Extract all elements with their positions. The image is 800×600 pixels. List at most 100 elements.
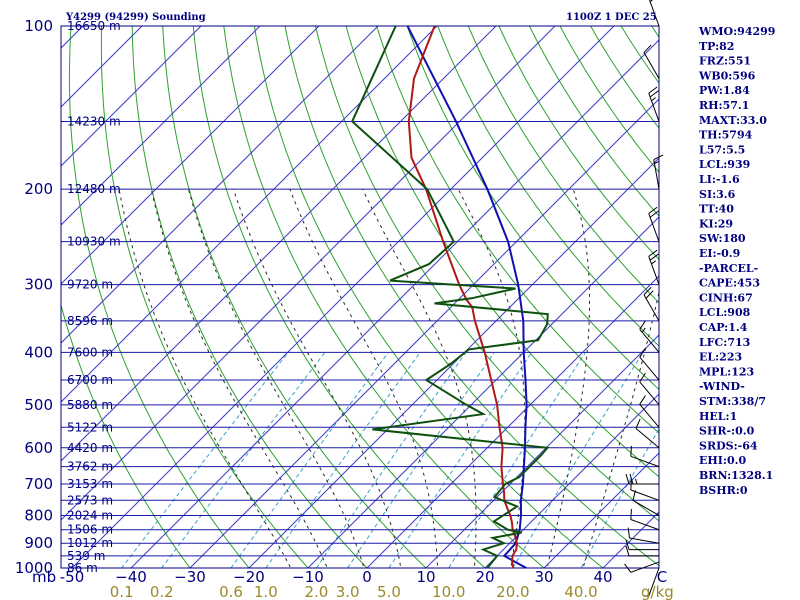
index-value: LCL:908 (699, 306, 751, 319)
wind-barb (643, 286, 660, 322)
mixing-ratio-unit-label: g/kg (641, 583, 674, 600)
pressure-tick-label: 200 (24, 180, 53, 198)
index-value: SHR-:0.0 (699, 425, 755, 438)
height-tick-label: 4420 m (67, 441, 113, 455)
isotherm-line (61, 26, 320, 285)
wind-barb (643, 44, 660, 79)
index-value: TP:82 (699, 40, 734, 53)
wind-barb (632, 490, 660, 516)
mixing-ratio-tick-label: 20.0 (496, 583, 529, 600)
height-labels: 16650 m 14230 m 12480 m 10930 m 9720 m 8596 m… (67, 19, 121, 575)
temperature-tick-label: -50 (60, 568, 85, 586)
wind-barb (635, 418, 660, 449)
index-value: SI:3.6 (699, 188, 736, 201)
temperature-axis-labels: -50 −40 −30 −20 −10 0 10 20 30 40 C (60, 568, 667, 586)
moist-adiabat-line (233, 189, 402, 568)
index-value: TT:40 (699, 203, 734, 216)
isotherm-line (425, 334, 659, 568)
dry-adiabat-line (192, 26, 486, 568)
wind-barb (630, 509, 660, 531)
index-value: STM:338/7 (699, 395, 766, 408)
wind-barb (653, 154, 664, 190)
index-value: L57:5.5 (699, 143, 745, 156)
mixing-ratio-tick-label: 0.6 (219, 583, 243, 600)
height-tick-label: 9720 m (67, 278, 113, 292)
mixing-ratio-line (265, 352, 421, 568)
height-tick-label: 1012 m (67, 536, 113, 550)
index-value: SW:180 (699, 232, 746, 245)
height-tick-label: 8596 m (67, 314, 113, 328)
mixing-ratio-line (346, 352, 495, 568)
temperature-tick-label: 40 (593, 568, 612, 586)
mixing-ratio-line (512, 352, 644, 568)
index-value: MPL:123 (699, 365, 754, 378)
index-value: LCL:939 (699, 158, 750, 171)
mixing-ratio-line (388, 352, 533, 568)
index-value: CINH:67 (699, 291, 753, 304)
height-tick-label: 14230 m (67, 114, 121, 128)
index-value: BRN:1328.1 (699, 469, 773, 482)
index-value: PW:1.84 (699, 84, 750, 97)
isotherm-line (61, 26, 202, 167)
wind-barb (639, 395, 660, 428)
index-value: -PARCEL- (699, 262, 758, 275)
wind-barb (624, 561, 660, 573)
pressure-tick-label: 300 (24, 276, 53, 294)
isotherm-line (543, 452, 659, 568)
dry-adiabat-line (785, 1, 800, 579)
index-value: BSHR:0 (699, 484, 748, 497)
mixing-ratio-line (121, 351, 289, 568)
height-tick-label: 5880 m (67, 398, 113, 412)
mixing-ratio-tick-label: 2.0 (304, 583, 328, 600)
moist-adiabat-line (150, 189, 328, 568)
mixing-ratio-line (580, 428, 659, 568)
index-value: HEL:1 (699, 410, 737, 423)
isotherm-line (61, 26, 261, 226)
pressure-tick-label: 500 (24, 396, 53, 414)
isotherm-line (61, 26, 497, 462)
index-value: CAPE:453 (699, 277, 760, 290)
dry-adiabat-line (61, 303, 191, 568)
mixing-ratio-labels: 0.1 0.2 0.6 1.0 2.0 3.0 5.0 10.0 20.0 40.0 (110, 583, 598, 600)
mixing-ratio-lines (121, 351, 659, 568)
mixing-ratio-tick-label: 0.2 (150, 583, 174, 600)
moist-adiabat-line (188, 189, 365, 568)
moist-adiabat-line (582, 289, 659, 568)
temperature-tick-label: 0 (362, 568, 372, 586)
index-value: WMO:94299 (698, 25, 775, 38)
index-value: -WIND- (699, 380, 745, 393)
isotherm-line (307, 216, 659, 568)
isotherm-line (189, 98, 659, 568)
moist-adiabat-line (289, 189, 439, 568)
pressure-tick-label: 800 (24, 506, 53, 524)
index-value: MAXT:33.0 (699, 114, 767, 127)
isotherm-line (61, 26, 438, 403)
mixing-ratio-tick-label: 0.1 (110, 583, 134, 600)
height-tick-label: 1506 m (67, 523, 113, 537)
temperature-tick-label: −30 (174, 568, 206, 586)
isotherm-line (61, 26, 379, 344)
isotherm-line (366, 275, 659, 568)
pressure-tick-label: 700 (24, 475, 53, 493)
height-tick-label: 2573 m (67, 493, 113, 507)
height-tick-label: 12480 m (67, 182, 121, 196)
index-value: TH:5794 (699, 129, 753, 142)
wind-barb (639, 348, 660, 381)
index-value: CAP:1.4 (699, 321, 748, 334)
dry-adiabat-line (755, 1, 800, 579)
wind-barb (625, 539, 659, 551)
wind-barb (625, 473, 659, 485)
mixing-ratio-line (315, 352, 467, 568)
mixing-ratio-line (448, 352, 586, 568)
parcel-profile-line (406, 26, 528, 568)
moist-adiabat-line (457, 188, 526, 568)
mixing-ratio-tick-label: 40.0 (564, 583, 597, 600)
mixing-ratio-tick-label: 3.0 (336, 583, 360, 600)
height-tick-label: 2024 m (67, 508, 113, 522)
wind-barb (630, 445, 660, 468)
height-tick-label: 3762 m (67, 460, 113, 474)
wind-barb (648, 249, 660, 285)
temperature-profile-line (407, 26, 518, 568)
isotherm-line (61, 26, 143, 108)
